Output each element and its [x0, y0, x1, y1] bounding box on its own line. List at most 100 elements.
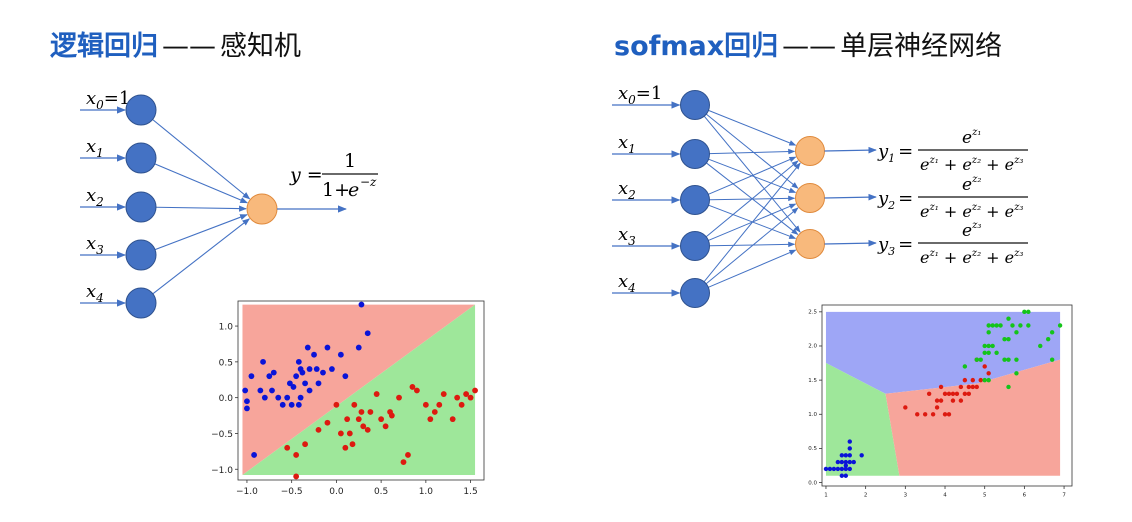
data-point-red — [346, 430, 353, 437]
data-point-green — [1045, 336, 1051, 342]
x-tick-label: 1 — [824, 493, 828, 499]
data-point-blue — [269, 387, 275, 394]
output-arrow — [824, 239, 877, 247]
data-point-green — [1049, 330, 1055, 335]
x-tick-label: 7 — [1062, 493, 1066, 499]
data-point-green — [1049, 357, 1055, 362]
output-arrow — [824, 193, 877, 201]
title-logistic: 逻辑回归 —— 感知机 — [50, 24, 301, 63]
sigmoid-den-b: e — [348, 179, 359, 201]
y-tick-label: 0.0 — [219, 394, 234, 404]
data-point-blue — [286, 380, 293, 387]
input-node — [125, 191, 157, 223]
data-point-red — [950, 391, 956, 396]
y-tick-label: 0.0 — [808, 480, 817, 486]
data-point-blue — [248, 373, 255, 380]
weight-edge — [709, 241, 796, 248]
data-point-red — [333, 401, 340, 408]
data-point-green — [994, 350, 999, 356]
data-point-blue — [839, 453, 845, 458]
x-tick-label: 0.5 — [374, 487, 388, 497]
data-point-red — [986, 371, 991, 376]
logistic-network: x0=1 x1 x2 x3 x4 — [80, 88, 347, 319]
weight-edge — [708, 249, 797, 288]
data-point-red — [958, 398, 964, 403]
data-point-green — [1022, 309, 1027, 315]
decision-region-green — [825, 363, 900, 476]
data-point-red — [373, 391, 380, 397]
sigmoid-den-exp: −z — [360, 175, 377, 189]
data-point-blue — [337, 351, 344, 358]
softmax-decision-chart: 1 2 3 4 5 6 7 2.5 2.0 1.5 1.0 0.5 0.0 — [808, 304, 1073, 499]
input-label: x3 — [618, 224, 636, 248]
data-point-blue — [839, 473, 845, 478]
data-point-red — [934, 398, 940, 403]
data-point-green — [1014, 371, 1019, 376]
data-point-blue — [293, 373, 300, 380]
decision-region-green — [242, 304, 476, 475]
y-tick-label: 1.5 — [808, 378, 817, 384]
x-tick-label: −1.0 — [236, 487, 258, 497]
output-node — [795, 229, 825, 259]
data-point-green — [986, 343, 991, 349]
softmax-lhs: y1 = — [877, 141, 913, 165]
x-tick-label: 2 — [864, 493, 868, 499]
data-point-blue — [851, 459, 856, 465]
input-node — [680, 231, 710, 261]
weight-edge — [152, 119, 251, 200]
input-node — [680, 278, 710, 308]
y-tick-label: 0.5 — [808, 446, 817, 452]
data-point-red — [360, 423, 367, 430]
data-point-blue — [847, 466, 852, 472]
data-point-blue — [843, 453, 849, 458]
data-point-red — [472, 387, 478, 394]
data-point-blue — [257, 387, 264, 394]
title-softmax-rest: 单层神经网络 — [840, 31, 1003, 62]
sigmoid-den-a: 1+ — [322, 179, 350, 201]
y-tick-label: −1.0 — [211, 466, 233, 476]
data-point-red — [422, 401, 429, 408]
data-point-green — [962, 364, 968, 369]
data-point-green — [1014, 357, 1019, 362]
weight-edge — [154, 163, 248, 204]
data-point-red — [970, 384, 975, 390]
decision-region-blue — [825, 311, 1061, 394]
input-node — [680, 90, 710, 120]
data-point-blue — [324, 344, 331, 351]
data-point-red — [351, 401, 358, 408]
data-point-blue — [364, 330, 371, 337]
data-point-red — [915, 412, 920, 417]
data-point-green — [982, 377, 987, 383]
data-point-blue — [859, 453, 864, 458]
weight-edge — [154, 214, 248, 251]
softmax-denominator: ez₁ + ez₂ + ez₃ — [920, 202, 1023, 221]
data-point-red — [946, 391, 952, 396]
data-point-red — [938, 398, 944, 403]
data-point-red — [405, 452, 411, 458]
data-point-red — [982, 364, 987, 369]
input-node — [680, 185, 710, 215]
data-point-red — [382, 423, 389, 430]
y-tick-label: 2.0 — [808, 344, 817, 350]
data-point-red — [440, 391, 447, 397]
data-point-blue — [306, 387, 313, 394]
data-point-blue — [847, 459, 852, 465]
data-point-blue — [275, 394, 282, 401]
data-point-red — [284, 444, 291, 451]
title-softmax-highlight: sofmax回归 — [614, 31, 779, 62]
data-point-red — [364, 426, 371, 433]
data-point-red — [414, 387, 420, 394]
plot-frame — [821, 304, 1073, 487]
weight-edge — [703, 115, 801, 233]
data-point-green — [1057, 323, 1063, 328]
data-point-blue — [823, 466, 829, 472]
input-label: x1 — [618, 132, 636, 156]
y-tick-label: 1.0 — [219, 323, 234, 333]
sigmoid-formula: y = 1 1+ e −z — [289, 150, 378, 201]
output-node — [795, 136, 825, 166]
data-point-blue — [843, 463, 849, 468]
data-point-green — [1006, 336, 1011, 342]
data-point-green — [990, 343, 995, 349]
data-point-blue — [315, 380, 322, 387]
